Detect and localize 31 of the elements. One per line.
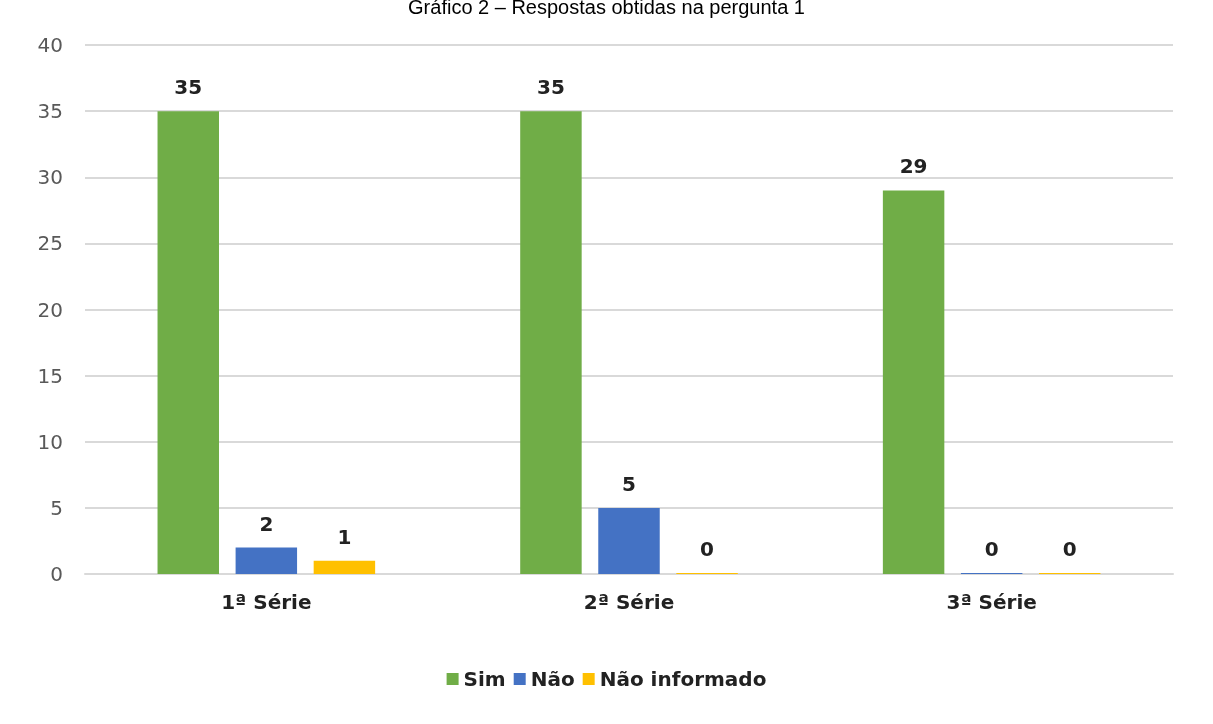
- bar: [313, 560, 376, 574]
- legend-label: Sim: [463, 667, 506, 691]
- x-tick-label: 3ª Série: [946, 590, 1037, 614]
- legend-label: Não: [530, 667, 575, 691]
- y-tick-label: 15: [37, 363, 63, 388]
- y-tick-label: 20: [37, 297, 63, 322]
- y-tick-label: 25: [37, 231, 63, 256]
- data-label: 1: [337, 524, 352, 549]
- bar: [520, 111, 582, 574]
- data-label: 5: [622, 471, 636, 496]
- bar: [157, 111, 219, 574]
- x-tick-label: 2ª Série: [583, 590, 675, 614]
- x-tick-label: 1ª Série: [221, 590, 312, 614]
- y-tick-label: 10: [37, 429, 63, 454]
- data-label: 35: [537, 75, 565, 100]
- bar: [235, 547, 298, 574]
- data-label: 0: [1062, 537, 1077, 561]
- bar: [598, 507, 660, 574]
- data-label: 0: [700, 537, 715, 561]
- y-tick-label: 40: [37, 33, 63, 57]
- bar: [882, 190, 945, 574]
- data-label: 35: [174, 75, 203, 100]
- y-tick-label: 0: [50, 562, 63, 586]
- chart-title: Gráfico 2 – Respostas obtidas na pergunta 1: [408, 0, 805, 18]
- y-tick-label: 35: [37, 99, 63, 124]
- legend-label: Não informado: [599, 667, 767, 691]
- data-label: 0: [984, 537, 999, 561]
- y-tick-label: 30: [37, 165, 63, 190]
- data-label: 29: [899, 154, 928, 179]
- y-tick-label: 5: [50, 495, 63, 520]
- data-label: 2: [259, 511, 274, 536]
